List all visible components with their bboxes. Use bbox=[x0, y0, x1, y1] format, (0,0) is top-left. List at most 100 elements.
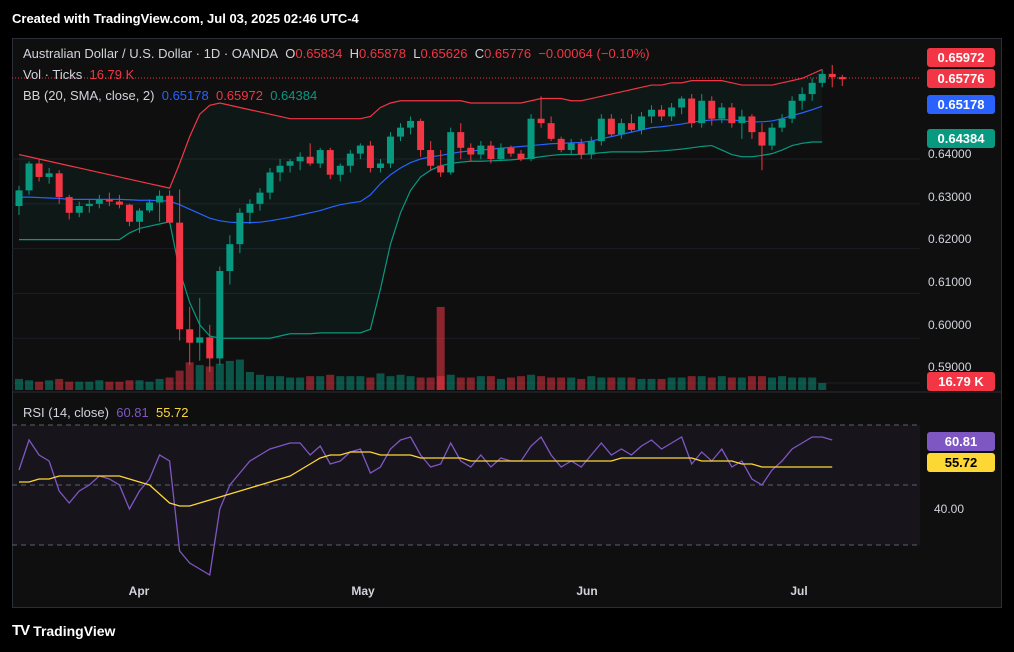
candle-body bbox=[65, 197, 73, 213]
candle-body bbox=[427, 150, 435, 166]
candle-body bbox=[718, 107, 726, 119]
candle-body bbox=[738, 116, 746, 124]
candle-body bbox=[296, 156, 304, 162]
candle-body bbox=[617, 123, 625, 135]
candle-body bbox=[658, 109, 666, 117]
volume-bar bbox=[727, 377, 736, 390]
volume-bar bbox=[747, 376, 756, 390]
x-label-apr: Apr bbox=[128, 584, 150, 598]
volume-bar bbox=[647, 378, 656, 390]
volume-bar bbox=[627, 377, 636, 390]
volume-bar bbox=[25, 380, 34, 390]
candle-body bbox=[708, 100, 716, 119]
rsi-tag: 60.81 bbox=[927, 432, 995, 451]
bb-upper-value: 0.65972 bbox=[215, 88, 263, 103]
candle-body bbox=[356, 145, 364, 154]
volume-bar bbox=[788, 377, 797, 390]
candle-body bbox=[648, 109, 656, 117]
last-price-tag: 0.65776 bbox=[927, 69, 995, 88]
volume-bar bbox=[496, 378, 505, 390]
volume-bar bbox=[75, 381, 84, 390]
volume-bar bbox=[105, 381, 114, 390]
candle-body bbox=[517, 153, 525, 160]
candle-body bbox=[146, 202, 154, 211]
high-value: 0.65878 bbox=[359, 46, 406, 61]
volume-bar bbox=[165, 377, 174, 390]
volume-bar bbox=[145, 381, 154, 390]
candle-body bbox=[547, 123, 555, 139]
candle-body bbox=[838, 77, 846, 80]
x-label-may: May bbox=[351, 584, 375, 598]
candle-body bbox=[768, 127, 776, 146]
volume-bar bbox=[808, 377, 817, 390]
candle-body bbox=[105, 199, 113, 202]
price-tick: 0.62000 bbox=[928, 232, 972, 246]
candles bbox=[15, 64, 846, 372]
candle-body bbox=[828, 73, 836, 78]
candle-body bbox=[35, 163, 43, 177]
candle-body bbox=[226, 244, 234, 272]
volume-bar bbox=[757, 376, 766, 390]
candle-body bbox=[457, 132, 465, 148]
bb-lower-tag: 0.64384 bbox=[927, 129, 995, 148]
open-value: 0.65834 bbox=[295, 46, 343, 61]
volume-bar bbox=[316, 376, 325, 390]
volume-bar bbox=[366, 377, 375, 390]
volume-bar bbox=[135, 380, 144, 390]
volume-bar bbox=[185, 362, 194, 390]
volume-bar bbox=[155, 378, 164, 390]
candle-body bbox=[85, 203, 93, 207]
brand-name: TradingView bbox=[33, 622, 116, 639]
bb-basis-tag: 0.65178 bbox=[927, 95, 995, 114]
candle-body bbox=[206, 337, 214, 359]
volume-bar bbox=[396, 374, 405, 390]
volume-bar bbox=[235, 359, 244, 390]
volume-bar bbox=[587, 376, 596, 390]
candle-body bbox=[45, 173, 53, 177]
candle-body bbox=[607, 118, 615, 135]
candle-body bbox=[115, 201, 123, 205]
volume-bar bbox=[65, 381, 74, 390]
volume-bar bbox=[597, 377, 606, 390]
bb-legend: BB (20, SMA, close, 2) 0.65178 0.65972 0… bbox=[23, 88, 318, 103]
candle-body bbox=[135, 210, 143, 222]
top-bar: Created with TradingView.com, Jul 03, 20… bbox=[0, 0, 1014, 38]
volume-bar bbox=[276, 376, 285, 390]
x-label-jun: Jun bbox=[576, 584, 598, 598]
volume-bar bbox=[567, 377, 576, 390]
volume-bar bbox=[205, 366, 214, 390]
bb-lower-value: 0.64384 bbox=[270, 88, 318, 103]
volume-bar bbox=[85, 381, 94, 390]
volume-bar bbox=[215, 363, 224, 390]
volume-bar bbox=[697, 376, 706, 390]
candle-body bbox=[758, 132, 766, 146]
tradingview-brand[interactable]: TV TradingView bbox=[12, 622, 115, 639]
candle-body bbox=[477, 145, 485, 155]
candle-body bbox=[748, 116, 756, 133]
volume-bar bbox=[255, 374, 264, 390]
volume-bar bbox=[617, 377, 626, 390]
volume-bar bbox=[476, 376, 485, 390]
candle-body bbox=[507, 147, 515, 154]
candle-body bbox=[266, 172, 274, 193]
volume-bar bbox=[798, 377, 807, 390]
volume-bar bbox=[416, 377, 425, 390]
candle-body bbox=[778, 118, 786, 128]
volume-bar bbox=[557, 377, 566, 390]
candle-body bbox=[567, 143, 575, 151]
symbol-name: Australian Dollar / U.S. Dollar · 1D · O… bbox=[23, 46, 279, 61]
volume-bar bbox=[286, 377, 295, 390]
candle-body bbox=[467, 147, 475, 155]
candle-body bbox=[276, 165, 284, 173]
rsi-ma-line bbox=[19, 451, 833, 507]
candle-body bbox=[256, 192, 264, 204]
volume-bar bbox=[15, 378, 23, 390]
candle-body bbox=[698, 100, 706, 124]
volume-legend: Vol · Ticks 16.79 K bbox=[23, 67, 135, 82]
rsi-ma-tag: 55.72 bbox=[927, 453, 995, 472]
candle-body bbox=[577, 143, 585, 155]
volume-bar bbox=[768, 377, 776, 390]
candle-body bbox=[376, 163, 384, 168]
volume-bar bbox=[547, 377, 556, 390]
